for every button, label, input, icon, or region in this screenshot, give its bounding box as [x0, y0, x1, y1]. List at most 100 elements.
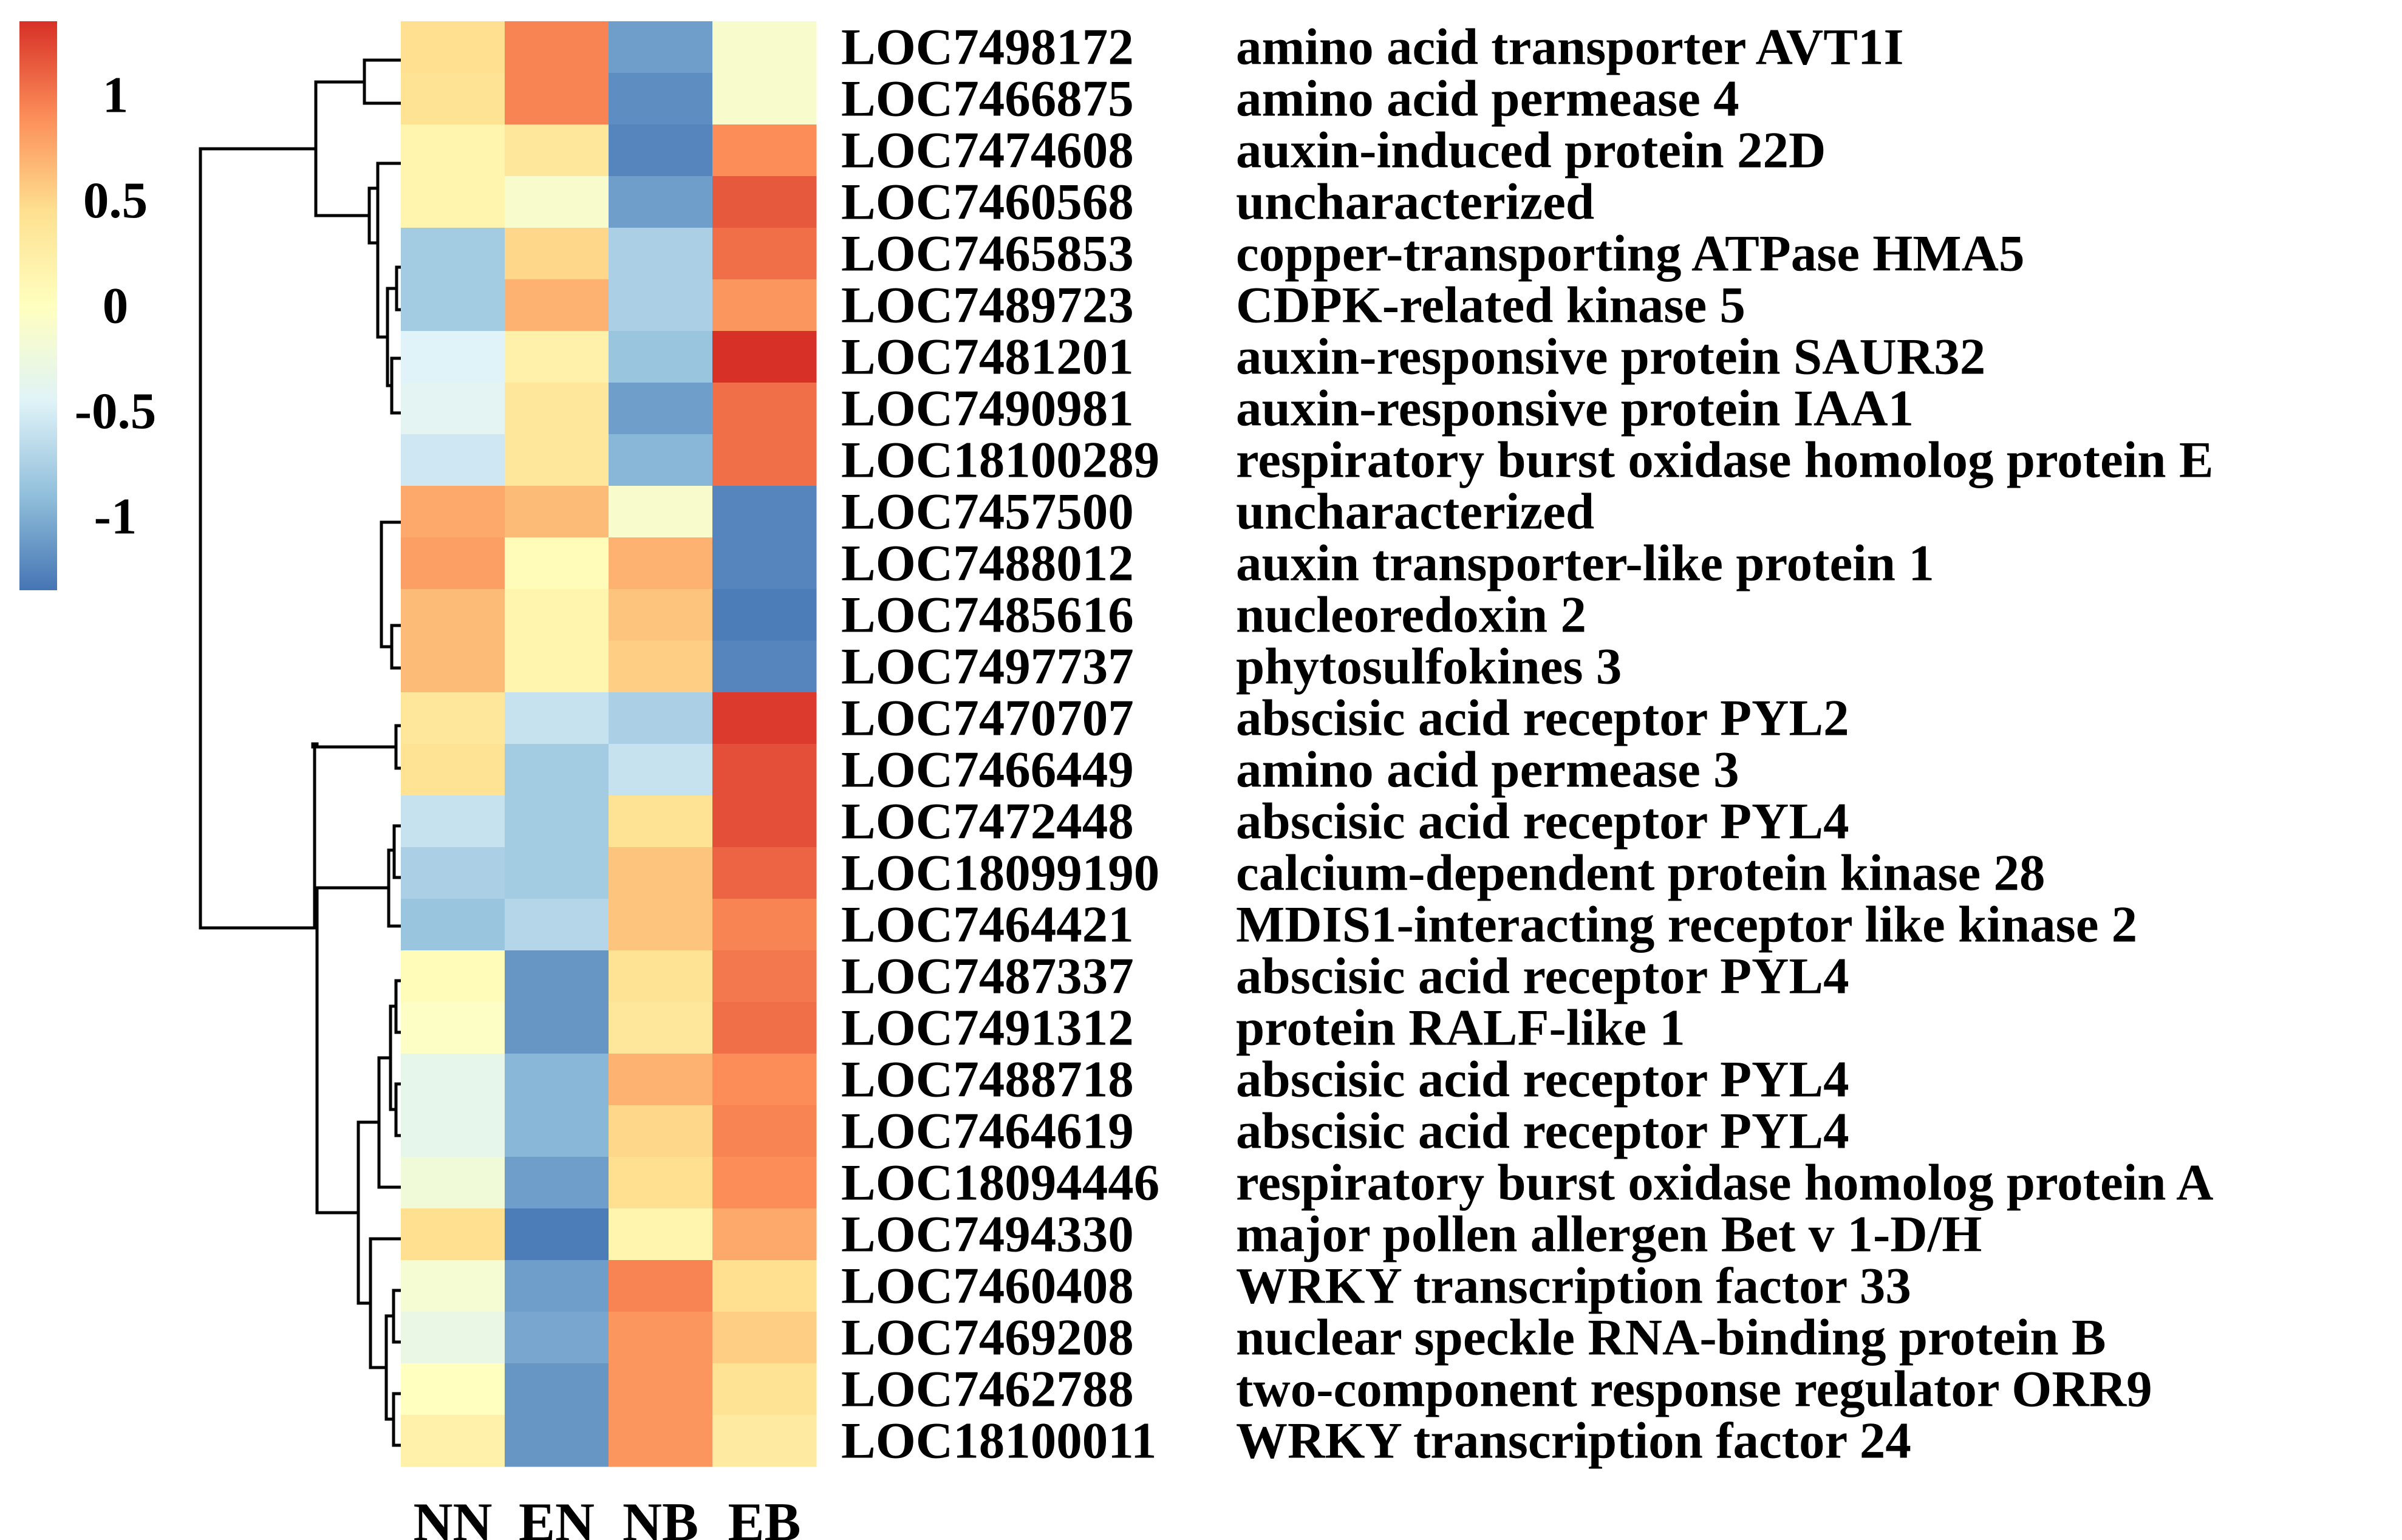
heatmap-cell: [609, 176, 713, 228]
heatmap-cell: [712, 1002, 817, 1054]
heatmap-cell: [712, 847, 817, 899]
heatmap-cell: [401, 1312, 505, 1364]
heatmap-cell: [609, 1312, 713, 1364]
gene-id-label: LOC7457500: [841, 483, 1134, 540]
heatmap-cell: [401, 537, 505, 590]
heatmap-cell: [505, 1002, 609, 1054]
gene-id-label: LOC7491312: [841, 1000, 1134, 1057]
heatmap-cell: [609, 383, 713, 435]
heatmap-cell: [401, 899, 505, 951]
heatmap-cell: [712, 21, 817, 73]
gene-description-label: amino acid permease 4: [1236, 70, 1739, 128]
gene-description-label: auxin-responsive protein IAA1: [1236, 380, 1914, 437]
gene-id-label: LOC7488012: [841, 535, 1134, 592]
heatmap-cell: [505, 847, 609, 899]
heatmap-cell: [712, 950, 817, 1003]
gene-id-label: LOC7490981: [841, 380, 1134, 437]
heatmap-cell: [505, 796, 609, 848]
column-labels: NN EN NB EB: [414, 1493, 801, 1540]
heatmap-cell: [712, 1208, 817, 1261]
gene-description-label: copper-transporting ATPase HMA5: [1236, 225, 2025, 282]
heatmap-cell: [505, 1312, 609, 1364]
heatmap-cell: [712, 1415, 817, 1467]
heatmap-cell: [505, 537, 609, 590]
heatmap-cell: [505, 486, 609, 538]
gene-description-label: respiratory burst oxidase homolog protei…: [1236, 432, 2214, 489]
legend-tick-label: 0: [103, 278, 129, 335]
heatmap-cell: [609, 1105, 713, 1157]
heatmap-cell: [712, 641, 817, 693]
heatmap-cell: [401, 486, 505, 538]
gene-description-label: calcium-dependent protein kinase 28: [1236, 845, 2045, 902]
heatmap-cell: [712, 73, 817, 125]
heatmap-cell: [712, 796, 817, 848]
heatmap-cell: [712, 383, 817, 435]
heatmap-cell: [609, 228, 713, 280]
heatmap-cell: [712, 744, 817, 796]
heatmap-cell: [505, 434, 609, 486]
heatmap-cell: [609, 641, 713, 693]
gene-id-label: LOC7470707: [841, 690, 1134, 747]
column-label: EB: [728, 1493, 800, 1540]
heatmap-cell: [401, 796, 505, 848]
heatmap-cell: [401, 383, 505, 435]
legend-colorbar: [19, 21, 57, 590]
gene-id-label: LOC7485616: [841, 587, 1134, 644]
heatmap-cell: [712, 228, 817, 280]
gene-id-label: LOC7466449: [841, 741, 1134, 799]
gene-description-label: respiratory burst oxidase homolog protei…: [1236, 1154, 2214, 1211]
heatmap-cell: [505, 21, 609, 73]
heatmap-cell: [505, 589, 609, 641]
gene-description-label: uncharacterized: [1236, 483, 1594, 540]
heatmap-cell: [609, 537, 713, 590]
gene-description-label: auxin-induced protein 22D: [1236, 122, 1826, 179]
heatmap-cells: [401, 21, 817, 1467]
heatmap-cell: [609, 434, 713, 486]
heatmap-cell: [401, 692, 505, 744]
heatmap-cell: [401, 744, 505, 796]
heatmap-cell: [609, 124, 713, 177]
legend-tick-label: -0.5: [75, 383, 157, 440]
heatmap-cell: [712, 279, 817, 332]
heatmap-cell: [401, 331, 505, 383]
gene-id-label: LOC18100011: [841, 1412, 1157, 1470]
gene-id-label: LOC7460408: [841, 1258, 1134, 1315]
gene-id-label: LOC7464619: [841, 1103, 1134, 1160]
heatmap-cell: [609, 1208, 713, 1261]
heatmap-cell: [401, 1260, 505, 1312]
gene-id-label: LOC7481201: [841, 329, 1134, 386]
gene-description-label: abscisic acid receptor PYL2: [1236, 690, 1849, 747]
heatmap-cell: [505, 176, 609, 228]
heatmap-cell: [712, 1054, 817, 1106]
heatmap-cell: [401, 124, 505, 177]
gene-id-label: LOC18100289: [841, 432, 1159, 489]
heatmap-cell: [505, 692, 609, 744]
heatmap-cell: [609, 73, 713, 125]
heatmap-cell: [401, 1157, 505, 1209]
heatmap-cell: [401, 21, 505, 73]
heatmap-cell: [401, 641, 505, 693]
gene-id-label: LOC7472448: [841, 793, 1134, 850]
heatmap-cell: [401, 1054, 505, 1106]
heatmap-cell: [505, 744, 609, 796]
heatmap-cell: [609, 1363, 713, 1416]
row-dendrogram: [199, 58, 403, 1447]
heatmap-cell: [401, 589, 505, 641]
heatmap-cell: [609, 796, 713, 848]
heatmap-cell: [712, 486, 817, 538]
heatmap-cell: [401, 1415, 505, 1467]
heatmap-cell: [712, 176, 817, 228]
heatmap-cell: [401, 279, 505, 332]
heatmap-cell: [505, 1208, 609, 1261]
heatmap-cell: [712, 1105, 817, 1157]
heatmap-cell: [401, 1363, 505, 1416]
heatmap-cell: [401, 950, 505, 1003]
gene-description-label: two-component response regulator ORR9: [1236, 1361, 2152, 1418]
heatmap-cell: [401, 1208, 505, 1261]
heatmap-cell: [609, 1002, 713, 1054]
heatmap-cell: [609, 1157, 713, 1209]
gene-description-label: protein RALF-like 1: [1236, 1000, 1685, 1057]
heatmap-cell: [505, 1260, 609, 1312]
gene-id-label: LOC7487337: [841, 948, 1134, 1005]
heatmap-cell: [712, 331, 817, 383]
